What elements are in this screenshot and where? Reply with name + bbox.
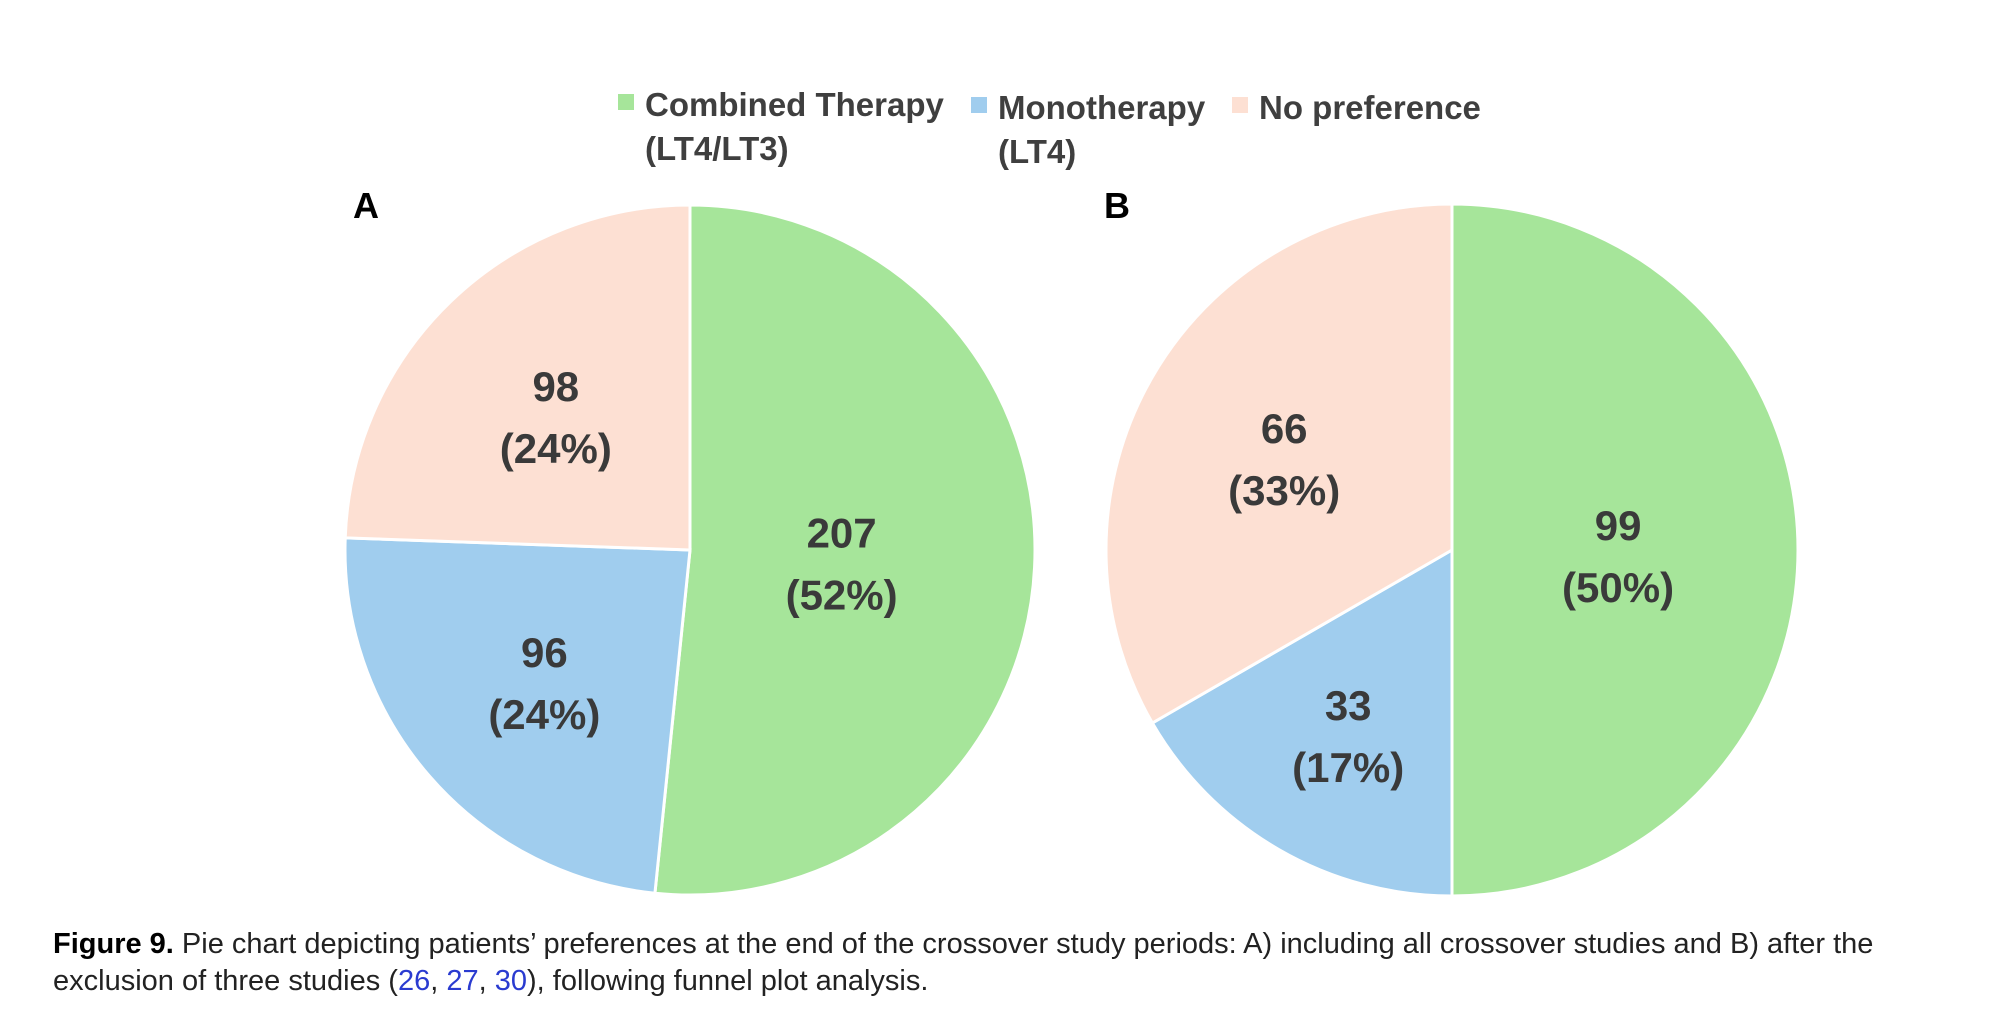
pie-chart-a: 207 (52%) 96 (24%) 98 (24%) bbox=[343, 203, 1037, 897]
pie-a-slice-nopref bbox=[343, 203, 692, 552]
legend: Combined Therapy (LT4/LT3) Monotherapy (… bbox=[618, 86, 1481, 170]
legend-label-combined-line1: Combined Therapy bbox=[645, 86, 945, 123]
pie-a-slice-combined bbox=[653, 203, 1037, 897]
legend-swatch-mono bbox=[971, 97, 987, 113]
legend-item-mono: Monotherapy (LT4) bbox=[971, 89, 1206, 170]
panel-letter-b: B bbox=[1104, 185, 1130, 226]
caption-text-before: Pie chart depicting patients’ preference… bbox=[53, 928, 1874, 997]
legend-swatch-combined bbox=[618, 94, 634, 110]
caption-figure-label: Figure 9. bbox=[53, 928, 174, 960]
caption-ref-link-26[interactable]: 26 bbox=[397, 965, 431, 997]
pie-b-value-label-mono: 33 bbox=[1325, 682, 1372, 729]
caption-text-after: ), following funnel plot analysis. bbox=[527, 965, 929, 997]
caption-separator: , bbox=[478, 965, 495, 997]
pie-charts: Combined Therapy (LT4/LT3) Monotherapy (… bbox=[343, 86, 1800, 898]
pie-chart-b: 99 (50%) 33 (17%) 66 (33%) bbox=[1104, 202, 1800, 898]
pie-b-value-label-combined: 99 bbox=[1595, 502, 1642, 549]
pie-a-value-label-nopref: 98 bbox=[532, 363, 579, 410]
legend-label-nopref-line1: No preference bbox=[1259, 89, 1481, 126]
pie-b-percent-label-mono: (17%) bbox=[1292, 744, 1404, 791]
pie-b-percent-label-combined: (50%) bbox=[1562, 564, 1674, 611]
pie-a-percent-label-combined: (52%) bbox=[786, 572, 898, 619]
pie-a-percent-label-mono: (24%) bbox=[488, 691, 600, 738]
caption-ref-link-30[interactable]: 30 bbox=[494, 965, 528, 997]
legend-item-combined: Combined Therapy (LT4/LT3) bbox=[618, 86, 945, 167]
panel-letter-a: A bbox=[353, 185, 379, 226]
legend-item-nopref: No preference bbox=[1232, 89, 1481, 126]
pie-a-value-label-mono: 96 bbox=[521, 629, 568, 676]
figure-caption: Figure 9. Pie chart depicting patients’ … bbox=[53, 926, 1983, 1000]
pie-b-value-label-nopref: 66 bbox=[1261, 405, 1308, 452]
pie-b-slice-nopref bbox=[1104, 202, 1454, 726]
caption-separator: , bbox=[430, 965, 447, 997]
pie-b-percent-label-nopref: (33%) bbox=[1228, 467, 1340, 514]
pie-b-slice-combined bbox=[1450, 202, 1800, 898]
legend-label-mono-line1: Monotherapy bbox=[998, 89, 1206, 126]
pie-a-value-label-combined: 207 bbox=[807, 510, 877, 557]
pie-a-slice-mono bbox=[343, 536, 692, 895]
legend-swatch-nopref bbox=[1232, 97, 1248, 113]
legend-label-mono-line2: (LT4) bbox=[998, 133, 1076, 170]
pie-a-percent-label-nopref: (24%) bbox=[500, 425, 612, 472]
caption-ref-link-27[interactable]: 27 bbox=[446, 965, 479, 997]
legend-label-combined-line2: (LT4/LT3) bbox=[645, 130, 789, 167]
pie-b-slice-mono bbox=[1150, 547, 1454, 898]
